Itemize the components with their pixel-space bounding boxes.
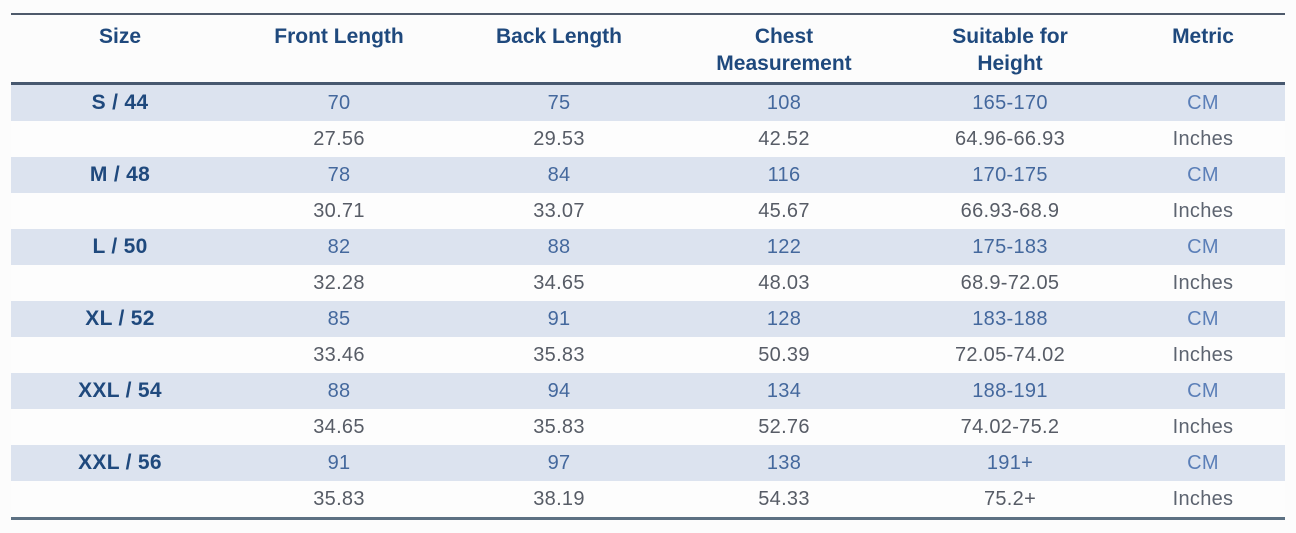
height-cell: 75.2+ bbox=[983, 487, 1037, 510]
table-row: 27.56 29.53 42.52 64.96-66.93 Inches bbox=[11, 121, 1285, 157]
column-header-height: Suitable for Height bbox=[899, 14, 1121, 85]
front-length-cell: 34.65 bbox=[313, 415, 365, 438]
height-cell: 74.02-75.2 bbox=[960, 415, 1060, 438]
front-length-cell: 30.71 bbox=[313, 199, 365, 222]
back-length-cell: 34.65 bbox=[533, 271, 585, 294]
back-length-cell: 29.53 bbox=[533, 127, 585, 150]
front-length-cell: 78 bbox=[327, 163, 351, 186]
chest-cell: 134 bbox=[766, 379, 802, 402]
front-length-cell: 88 bbox=[327, 379, 351, 402]
height-cell: 175-183 bbox=[972, 235, 1048, 258]
size-cell: M / 48 bbox=[89, 163, 151, 186]
metric-cell: Inches bbox=[1172, 199, 1234, 222]
chest-cell: 42.52 bbox=[758, 127, 810, 150]
chest-cell: 48.03 bbox=[758, 271, 810, 294]
metric-cell: CM bbox=[1187, 163, 1219, 186]
table-header: Size Front Length Back Length Chest Meas… bbox=[11, 14, 1285, 85]
size-cell bbox=[11, 337, 229, 373]
table-row: 34.65 35.83 52.76 74.02-75.2 Inches bbox=[11, 409, 1285, 445]
chest-cell: 116 bbox=[767, 163, 801, 186]
back-length-cell: 88 bbox=[547, 235, 571, 258]
metric-cell: CM bbox=[1187, 91, 1219, 114]
table-row: S / 44 70 75 108 165-170 CM bbox=[11, 83, 1285, 121]
chest-cell: 52.76 bbox=[758, 415, 810, 438]
front-length-cell: 70 bbox=[327, 91, 351, 114]
size-cell bbox=[11, 121, 229, 157]
back-length-cell: 35.83 bbox=[533, 415, 585, 438]
front-length-cell: 35.83 bbox=[313, 487, 365, 510]
height-cell: 170-175 bbox=[972, 163, 1048, 186]
height-cell: 191+ bbox=[986, 451, 1034, 474]
back-length-cell: 84 bbox=[547, 163, 571, 186]
height-cell: 72.05-74.02 bbox=[954, 343, 1066, 366]
metric-cell: Inches bbox=[1172, 343, 1234, 366]
chest-cell: 138 bbox=[766, 451, 802, 474]
metric-cell: Inches bbox=[1172, 415, 1234, 438]
back-length-cell: 91 bbox=[547, 307, 571, 330]
table-row: 35.83 38.19 54.33 75.2+ Inches bbox=[11, 481, 1285, 519]
front-length-cell: 33.46 bbox=[313, 343, 365, 366]
metric-cell: Inches bbox=[1172, 487, 1234, 510]
metric-cell: Inches bbox=[1172, 127, 1234, 150]
table-body: S / 44 70 75 108 165-170 CM 27.56 29.53 … bbox=[11, 83, 1285, 519]
size-cell bbox=[11, 265, 229, 301]
height-cell: 68.9-72.05 bbox=[960, 271, 1060, 294]
size-cell: S / 44 bbox=[91, 91, 149, 114]
metric-cell: CM bbox=[1187, 379, 1219, 402]
table-row: XXL / 54 88 94 134 188-191 CM bbox=[11, 373, 1285, 409]
column-header-chest: Chest Measurement bbox=[669, 14, 899, 85]
front-length-cell: 32.28 bbox=[313, 271, 365, 294]
size-chart-table: Size Front Length Back Length Chest Meas… bbox=[11, 13, 1285, 520]
table-row: M / 48 78 84 116 170-175 CM bbox=[11, 157, 1285, 193]
chest-cell: 128 bbox=[766, 307, 802, 330]
size-cell bbox=[11, 481, 229, 519]
back-length-cell: 94 bbox=[547, 379, 571, 402]
table-row: XXL / 56 91 97 138 191+ CM bbox=[11, 445, 1285, 481]
height-cell: 64.96-66.93 bbox=[954, 127, 1066, 150]
table-row: 30.71 33.07 45.67 66.93-68.9 Inches bbox=[11, 193, 1285, 229]
column-header-front-length: Front Length bbox=[229, 14, 449, 85]
front-length-cell: 82 bbox=[327, 235, 351, 258]
table-row: L / 50 82 88 122 175-183 CM bbox=[11, 229, 1285, 265]
chest-cell: 45.67 bbox=[758, 199, 810, 222]
column-header-size: Size bbox=[11, 14, 229, 85]
size-cell: XXL / 56 bbox=[78, 451, 162, 474]
height-cell: 66.93-68.9 bbox=[960, 199, 1060, 222]
height-cell: 183-188 bbox=[972, 307, 1048, 330]
table-row: 33.46 35.83 50.39 72.05-74.02 Inches bbox=[11, 337, 1285, 373]
chest-cell: 108 bbox=[766, 91, 802, 114]
metric-cell: Inches bbox=[1172, 271, 1234, 294]
size-cell bbox=[11, 409, 229, 445]
metric-cell: CM bbox=[1187, 235, 1219, 258]
front-length-cell: 85 bbox=[327, 307, 351, 330]
back-length-cell: 75 bbox=[547, 91, 571, 114]
size-cell: XXL / 54 bbox=[78, 379, 162, 402]
metric-cell: CM bbox=[1187, 451, 1219, 474]
chest-cell: 50.39 bbox=[758, 343, 810, 366]
table-row: XL / 52 85 91 128 183-188 CM bbox=[11, 301, 1285, 337]
front-length-cell: 91 bbox=[327, 451, 351, 474]
size-cell bbox=[11, 193, 229, 229]
back-length-cell: 38.19 bbox=[533, 487, 585, 510]
metric-cell: CM bbox=[1187, 307, 1219, 330]
back-length-cell: 97 bbox=[547, 451, 571, 474]
back-length-cell: 33.07 bbox=[533, 199, 585, 222]
size-cell: XL / 52 bbox=[85, 307, 155, 330]
size-cell: L / 50 bbox=[92, 235, 148, 258]
height-cell: 165-170 bbox=[972, 91, 1048, 114]
chest-cell: 54.33 bbox=[758, 487, 810, 510]
chest-cell: 122 bbox=[766, 235, 802, 258]
back-length-cell: 35.83 bbox=[533, 343, 585, 366]
front-length-cell: 27.56 bbox=[313, 127, 365, 150]
column-header-back-length: Back Length bbox=[449, 14, 669, 85]
header-row: Size Front Length Back Length Chest Meas… bbox=[11, 14, 1285, 85]
column-header-metric: Metric bbox=[1121, 14, 1285, 85]
table-row: 32.28 34.65 48.03 68.9-72.05 Inches bbox=[11, 265, 1285, 301]
height-cell: 188-191 bbox=[972, 379, 1048, 402]
